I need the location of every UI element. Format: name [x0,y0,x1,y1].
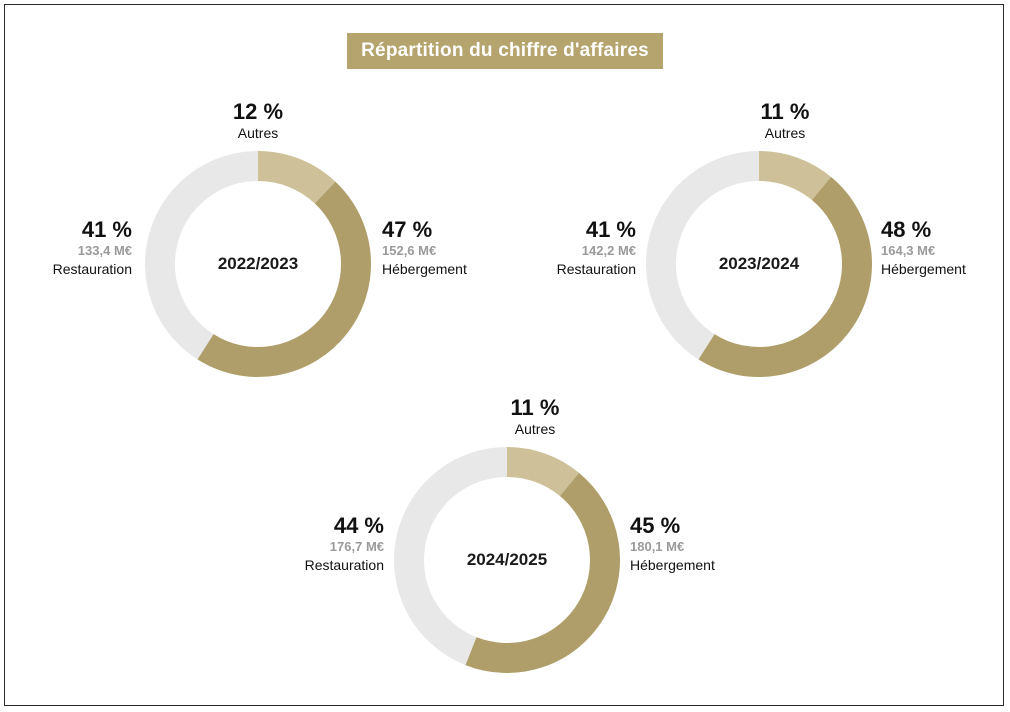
category-label: Hébergement [881,261,966,277]
donut-chart-2022-2023: 2022/2023 [142,148,374,380]
donut-slice-autres [506,447,580,497]
donut-center-label: 2023/2024 [718,254,800,273]
label-hebergement: 47 % 152,6 M€ Hébergement [382,218,562,278]
category-label: Autres [514,421,556,437]
amount-label: 180,1 M€ [630,539,685,554]
donut-chart-2024-2025: 2024/2025 [391,444,623,676]
percent-label: 11 % [510,395,560,420]
amount-label: 152,6 M€ [382,243,437,258]
donut-slice-autres [758,151,832,201]
donut-slice-hebergement [197,181,371,377]
category-label: Autres [764,125,806,141]
amount-label: 164,3 M€ [881,243,936,258]
donut-slice-restauration [394,447,508,666]
donut-center-label: 2024/2025 [466,550,548,569]
donut-slice-restauration [646,151,760,360]
label-restauration: 44 % 176,7 M€ Restauration [204,514,384,574]
label-restauration: 41 % 142,2 M€ Restauration [456,218,636,278]
category-label: Restauration [556,261,636,277]
amount-label: 142,2 M€ [581,243,636,258]
figure-frame [4,4,1004,706]
percent-label: 41 % [81,217,132,242]
percent-label: 41 % [585,217,636,242]
percent-label: 44 % [333,513,384,538]
donut-svg [394,447,620,673]
donut-slice-autres [257,151,336,204]
donut-svg [145,151,371,377]
donut-svg [646,151,872,377]
label-autres: 11 % Autres [445,396,625,438]
label-autres: 11 % Autres [695,100,875,142]
donut-center-label: 2022/2023 [217,254,299,273]
category-label: Autres [237,125,279,141]
label-hebergement: 45 % 180,1 M€ Hébergement [630,514,810,574]
percent-label: 12 % [232,99,284,124]
category-label: Hébergement [630,557,715,573]
percent-label: 45 % [630,513,681,538]
amount-label: 133,4 M€ [77,243,132,258]
category-label: Restauration [304,557,384,573]
amount-label: 176,7 M€ [329,539,384,554]
category-label: Restauration [52,261,132,277]
donut-chart-2023-2024: 2023/2024 [643,148,875,380]
percent-label: 47 % [382,217,433,242]
percent-label: 48 % [881,217,932,242]
donut-slice-hebergement [465,472,620,673]
category-label: Hébergement [382,261,467,277]
percent-label: 11 % [760,99,810,124]
label-restauration: 41 % 133,4 M€ Restauration [0,218,132,278]
label-hebergement: 48 % 164,3 M€ Hébergement [881,218,1001,278]
donut-slice-hebergement [698,176,872,377]
donut-slice-restauration [145,151,259,360]
chart-title: Répartition du chiffre d'affaires [347,33,663,69]
label-autres: 12 % Autres [168,100,348,142]
